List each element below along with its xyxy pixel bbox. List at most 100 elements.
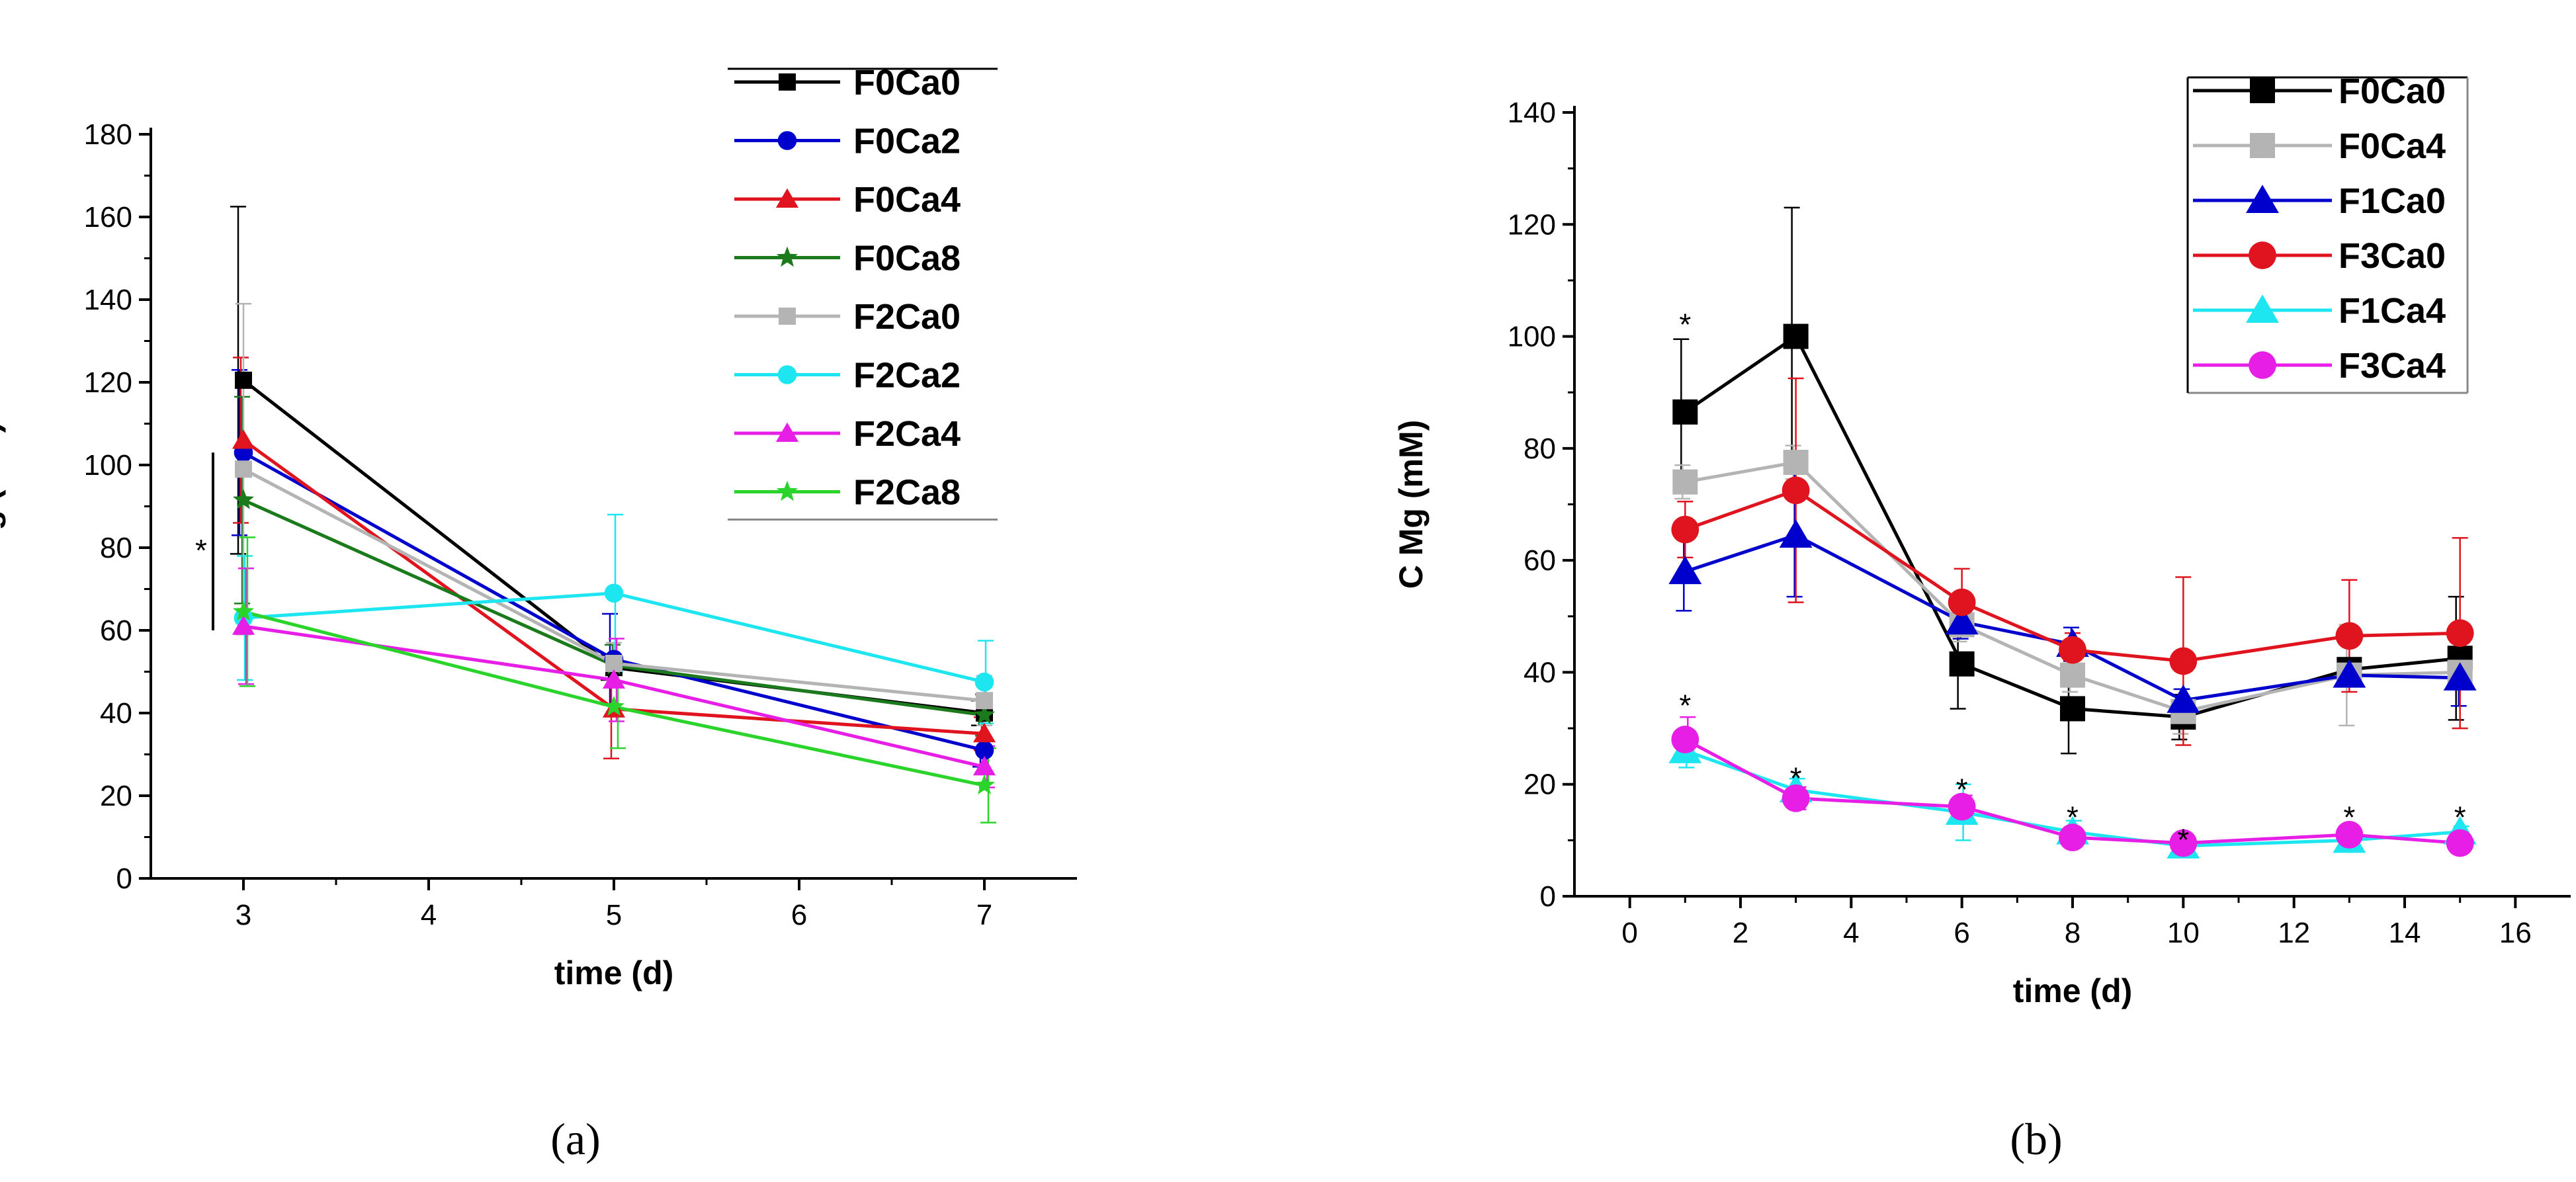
legend-marker-F1Ca0 bbox=[2246, 185, 2279, 213]
legend-label-F2Ca0: F2Ca0 bbox=[853, 297, 961, 337]
y-tick-label: 140 bbox=[84, 284, 132, 316]
legend-marker-F0Ca4 bbox=[2250, 133, 2275, 158]
significance-star: * bbox=[1679, 308, 1691, 342]
data-point-F2Ca0 bbox=[235, 460, 252, 478]
legend-label-F0Ca8: F0Ca8 bbox=[853, 239, 961, 278]
data-point-F1Ca0 bbox=[2443, 662, 2477, 691]
y-tick-label: 20 bbox=[100, 780, 132, 812]
data-point-F1Ca0 bbox=[2167, 685, 2200, 713]
legend-label-F2Ca4: F2Ca4 bbox=[853, 414, 961, 454]
panel-caption: (b) bbox=[2010, 1114, 2062, 1164]
y-tick-label: 80 bbox=[100, 532, 132, 564]
data-point-F3Ca0 bbox=[1782, 476, 1810, 505]
y-tick-label: 0 bbox=[1540, 880, 1556, 913]
y-tick-label: 0 bbox=[116, 863, 132, 895]
data-point-F0Ca0 bbox=[1783, 323, 1809, 349]
y-tick-label: 160 bbox=[84, 201, 132, 233]
legend-marker-F1Ca4 bbox=[2246, 294, 2279, 323]
data-point-F0Ca8 bbox=[232, 489, 255, 509]
significance-star: * bbox=[1679, 688, 1691, 722]
data-point-F3Ca0 bbox=[2335, 622, 2364, 650]
legend-label-F0Ca2: F0Ca2 bbox=[853, 122, 961, 161]
data-point-F0Ca0 bbox=[1672, 399, 1698, 425]
significance-star: * bbox=[2067, 800, 2079, 835]
data-point-F0Ca8 bbox=[973, 704, 996, 724]
x-axis-title: time (d) bbox=[554, 954, 674, 992]
data-point-F2Ca0 bbox=[976, 692, 993, 710]
data-point-F2Ca2 bbox=[604, 583, 624, 603]
data-point-F2Ca0 bbox=[605, 655, 623, 672]
data-point-F0Ca0 bbox=[2060, 696, 2085, 722]
x-tick-label: 6 bbox=[1953, 917, 1969, 949]
legend-label-F0Ca0: F0Ca0 bbox=[853, 63, 961, 103]
x-tick-label: 10 bbox=[2167, 917, 2200, 949]
data-point-F2Ca2 bbox=[974, 672, 994, 692]
legend-label-F3Ca0: F3Ca0 bbox=[2339, 236, 2446, 276]
data-point-F2Ca4 bbox=[972, 756, 996, 776]
legend-label-F2Ca8: F2Ca8 bbox=[853, 473, 961, 513]
data-point-F0Ca4 bbox=[1672, 469, 1698, 495]
y-axis-title: C Mg (mM) bbox=[1393, 420, 1430, 589]
y-tick-label: 120 bbox=[84, 366, 132, 399]
y-tick-label: 120 bbox=[1508, 208, 1556, 241]
data-point-F2Ca4 bbox=[232, 615, 255, 635]
data-point-F3Ca4 bbox=[2446, 829, 2474, 857]
data-point-F3Ca4 bbox=[1782, 784, 1810, 812]
y-tick-label: 100 bbox=[1508, 321, 1556, 353]
legend-marker-F3Ca0 bbox=[2249, 241, 2276, 269]
legend-marker-F0Ca2 bbox=[777, 131, 797, 150]
y-tick-label: 80 bbox=[1524, 433, 1556, 465]
legend-label-F0Ca4: F0Ca4 bbox=[853, 180, 961, 220]
legend-marker-F0Ca0 bbox=[2250, 78, 2275, 103]
data-point-F0Ca4 bbox=[972, 723, 996, 743]
legend-marker-F2Ca8 bbox=[776, 480, 798, 501]
data-point-F1Ca0 bbox=[1779, 519, 1813, 548]
legend-label-F1Ca0: F1Ca0 bbox=[2339, 181, 2446, 221]
data-point-F2Ca4 bbox=[602, 669, 626, 689]
y-tick-label: 100 bbox=[84, 449, 132, 482]
x-tick-label: 6 bbox=[791, 899, 807, 931]
x-tick-label: 2 bbox=[1733, 917, 1748, 949]
data-point-F3Ca0 bbox=[1671, 515, 1699, 544]
panel-b-chart: 0 20 40 60 80 100 120 140 0 2 4 6 8 10 12 14 16 time (d) C… bbox=[1393, 71, 2571, 1164]
legend-marker-F0Ca8 bbox=[776, 246, 798, 267]
data-point-F0Ca4 bbox=[2060, 662, 2085, 688]
legend-marker-F2Ca2 bbox=[777, 365, 797, 384]
data-point-F1Ca0 bbox=[1668, 556, 1702, 585]
data-point-F0Ca0 bbox=[1949, 651, 1975, 677]
legend-marker-F3Ca4 bbox=[2249, 351, 2276, 379]
data-point-F2Ca8 bbox=[973, 774, 996, 794]
significance-star: * bbox=[1956, 772, 1968, 806]
x-tick-label: 7 bbox=[976, 899, 992, 931]
data-point-F0Ca2 bbox=[974, 740, 994, 760]
legend-label-F0Ca0: F0Ca0 bbox=[2339, 71, 2446, 111]
y-axis-title: C Mg (mM) bbox=[0, 422, 6, 591]
legend-marker-F0Ca4 bbox=[775, 188, 799, 208]
x-tick-label: 0 bbox=[1621, 917, 1637, 949]
x-axis-title: time (d) bbox=[2013, 972, 2133, 1009]
significance-star: * bbox=[2177, 822, 2189, 857]
significance-star: * bbox=[195, 533, 207, 568]
data-point-F3Ca4 bbox=[1948, 792, 1976, 821]
data-point-F3Ca4 bbox=[1671, 726, 1699, 753]
x-tick-label: 12 bbox=[2278, 917, 2310, 949]
y-tick-label: 40 bbox=[1524, 656, 1556, 689]
legend-label-F2Ca2: F2Ca2 bbox=[853, 356, 961, 396]
panel-caption: (a) bbox=[550, 1114, 600, 1164]
data-point-F2Ca8 bbox=[232, 601, 255, 621]
x-tick-label: 8 bbox=[2065, 917, 2081, 949]
x-tick-label: 16 bbox=[2499, 917, 2532, 949]
legend-marker-F0Ca0 bbox=[779, 73, 796, 91]
y-tick-label: 60 bbox=[1524, 544, 1556, 577]
y-tick-label: 180 bbox=[84, 118, 132, 151]
data-point-F3Ca4 bbox=[2335, 820, 2364, 849]
significance-star: * bbox=[2454, 800, 2466, 835]
x-tick-label: 3 bbox=[236, 899, 251, 931]
significance-star: * bbox=[2343, 800, 2355, 835]
legend-label-F3Ca4: F3Ca4 bbox=[2339, 346, 2446, 386]
legend-label-F0Ca4: F0Ca4 bbox=[2339, 126, 2446, 166]
significance-star: * bbox=[1790, 761, 1802, 795]
data-point-F1Ca0 bbox=[2333, 659, 2366, 688]
panel-a-chart: 0 20 40 60 80 100 120 140 160 180 3 4 5 6 7 time (d) C M… bbox=[0, 63, 1077, 1164]
